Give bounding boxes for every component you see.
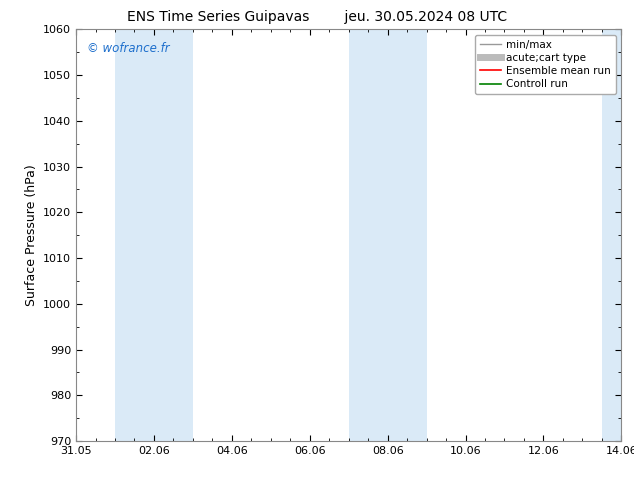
Bar bbox=[602, 29, 621, 441]
Bar bbox=[115, 29, 193, 441]
Text: © wofrance.fr: © wofrance.fr bbox=[87, 42, 170, 55]
Text: ENS Time Series Guipavas        jeu. 30.05.2024 08 UTC: ENS Time Series Guipavas jeu. 30.05.2024… bbox=[127, 10, 507, 24]
Y-axis label: Surface Pressure (hPa): Surface Pressure (hPa) bbox=[25, 164, 37, 306]
Bar bbox=[349, 29, 427, 441]
Legend: min/max, acute;cart type, Ensemble mean run, Controll run: min/max, acute;cart type, Ensemble mean … bbox=[475, 35, 616, 95]
